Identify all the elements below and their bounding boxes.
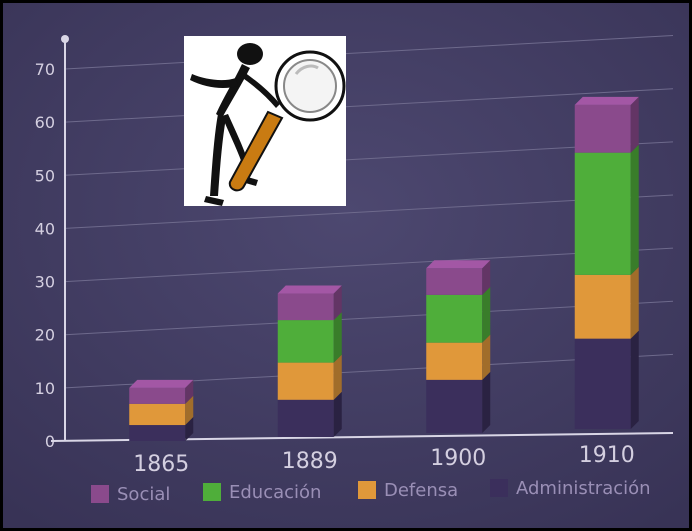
legend-label-Social: Social: [117, 484, 170, 505]
bar-front: [278, 320, 334, 363]
bar-front: [278, 294, 334, 321]
bar-side: [334, 312, 342, 363]
bar-segment-1910-Defensa: [575, 267, 639, 339]
bar-segment-1910-Administración: [575, 331, 639, 429]
bar-top-1865: [129, 380, 193, 388]
bar-front: [575, 339, 631, 429]
y-tick-label-50: 50: [35, 166, 55, 185]
legend-swatch-Defensa: [358, 481, 376, 499]
legend-label-Administración: Administración: [516, 478, 651, 499]
y-tick-label-60: 60: [35, 113, 55, 132]
legend-label-Educación: Educación: [229, 482, 321, 503]
magnifying-glass-stick-figure-icon: [184, 36, 346, 206]
bar-front: [278, 400, 334, 437]
bar-front: [426, 380, 482, 433]
bar-segment-1910-Social: [575, 97, 639, 153]
bar-front: [129, 425, 185, 441]
legend-swatch-Administración: [490, 479, 508, 497]
bar-front: [426, 295, 482, 343]
bar-segment-1910-Educación: [575, 145, 639, 275]
bar-front: [575, 105, 631, 153]
bar-side: [482, 372, 490, 433]
legend-swatch-Educación: [203, 483, 221, 501]
x-tick-label-1865: 1865: [133, 452, 189, 477]
bar-front: [575, 275, 631, 339]
bar-segment-1900-Educación: [426, 287, 490, 343]
x-tick-label-1900: 1900: [430, 446, 486, 471]
y-tick-label-10: 10: [35, 379, 55, 398]
y-tick-label-40: 40: [35, 219, 55, 238]
y-tick-label-30: 30: [35, 273, 55, 292]
bar-segment-1900-Administración: [426, 372, 490, 433]
bar-front: [278, 363, 334, 400]
bar-top-1900: [426, 260, 490, 268]
bar-side: [631, 97, 639, 153]
bar-front: [426, 343, 482, 380]
bar-side: [631, 331, 639, 429]
bar-front: [129, 388, 185, 404]
legend-swatch-Social: [91, 485, 109, 503]
bar-top-1910: [575, 97, 639, 105]
bar-front: [426, 268, 482, 295]
legend-label-Defensa: Defensa: [384, 480, 458, 501]
y-tick-label-70: 70: [35, 60, 55, 79]
x-tick-label-1910: 1910: [579, 443, 635, 468]
bar-side: [482, 287, 490, 343]
x-tick-label-1889: 1889: [282, 449, 338, 474]
bar-front: [575, 153, 631, 275]
bar-side: [631, 267, 639, 339]
y-axis-cap: [61, 35, 69, 43]
y-tick-label-20: 20: [35, 326, 55, 345]
bar-front: [129, 404, 185, 425]
bar-top-1889: [278, 286, 342, 294]
bar-side: [631, 145, 639, 275]
